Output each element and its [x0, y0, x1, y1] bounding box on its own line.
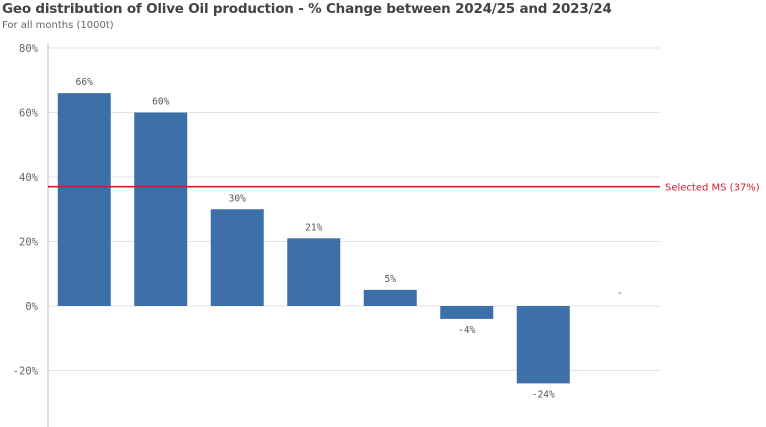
bar-value-label: 66%	[76, 77, 93, 88]
bar	[287, 238, 341, 306]
y-tick-label: 60%	[19, 108, 39, 120]
reference-line-group: Selected MS (37%)	[48, 183, 760, 194]
bar-value-label: -24%	[532, 389, 555, 400]
data-labels: 66% 60% 30% 21% 5% -4% -24% -	[76, 77, 623, 400]
reference-line-label: Selected MS (37%)	[665, 183, 760, 194]
bar	[134, 112, 188, 306]
bar-value-label: 5%	[385, 274, 397, 285]
bar	[363, 289, 417, 306]
bar-value-label: 21%	[305, 222, 322, 233]
bar	[210, 209, 264, 306]
bars	[57, 93, 570, 384]
y-tick-label: 0%	[25, 301, 38, 313]
chart-subtitle: For all months (1000t)	[2, 20, 114, 31]
bar-value-label: -4%	[458, 325, 475, 336]
y-tick-label: 40%	[19, 172, 39, 184]
bar-value-label: -	[617, 288, 623, 299]
bar	[57, 93, 111, 307]
y-tick-label: 80%	[19, 43, 39, 55]
bar-value-label: 30%	[229, 193, 246, 204]
y-tick-label: -20%	[13, 366, 39, 378]
y-tick-label: 20%	[19, 237, 39, 249]
bar	[440, 306, 494, 319]
bar	[516, 306, 570, 384]
bar-value-label: 60%	[152, 97, 169, 108]
y-axis: 80% 60% 40% 20% 0% -20%	[13, 43, 49, 427]
chart-title: Geo distribution of Olive Oil production…	[2, 1, 612, 17]
